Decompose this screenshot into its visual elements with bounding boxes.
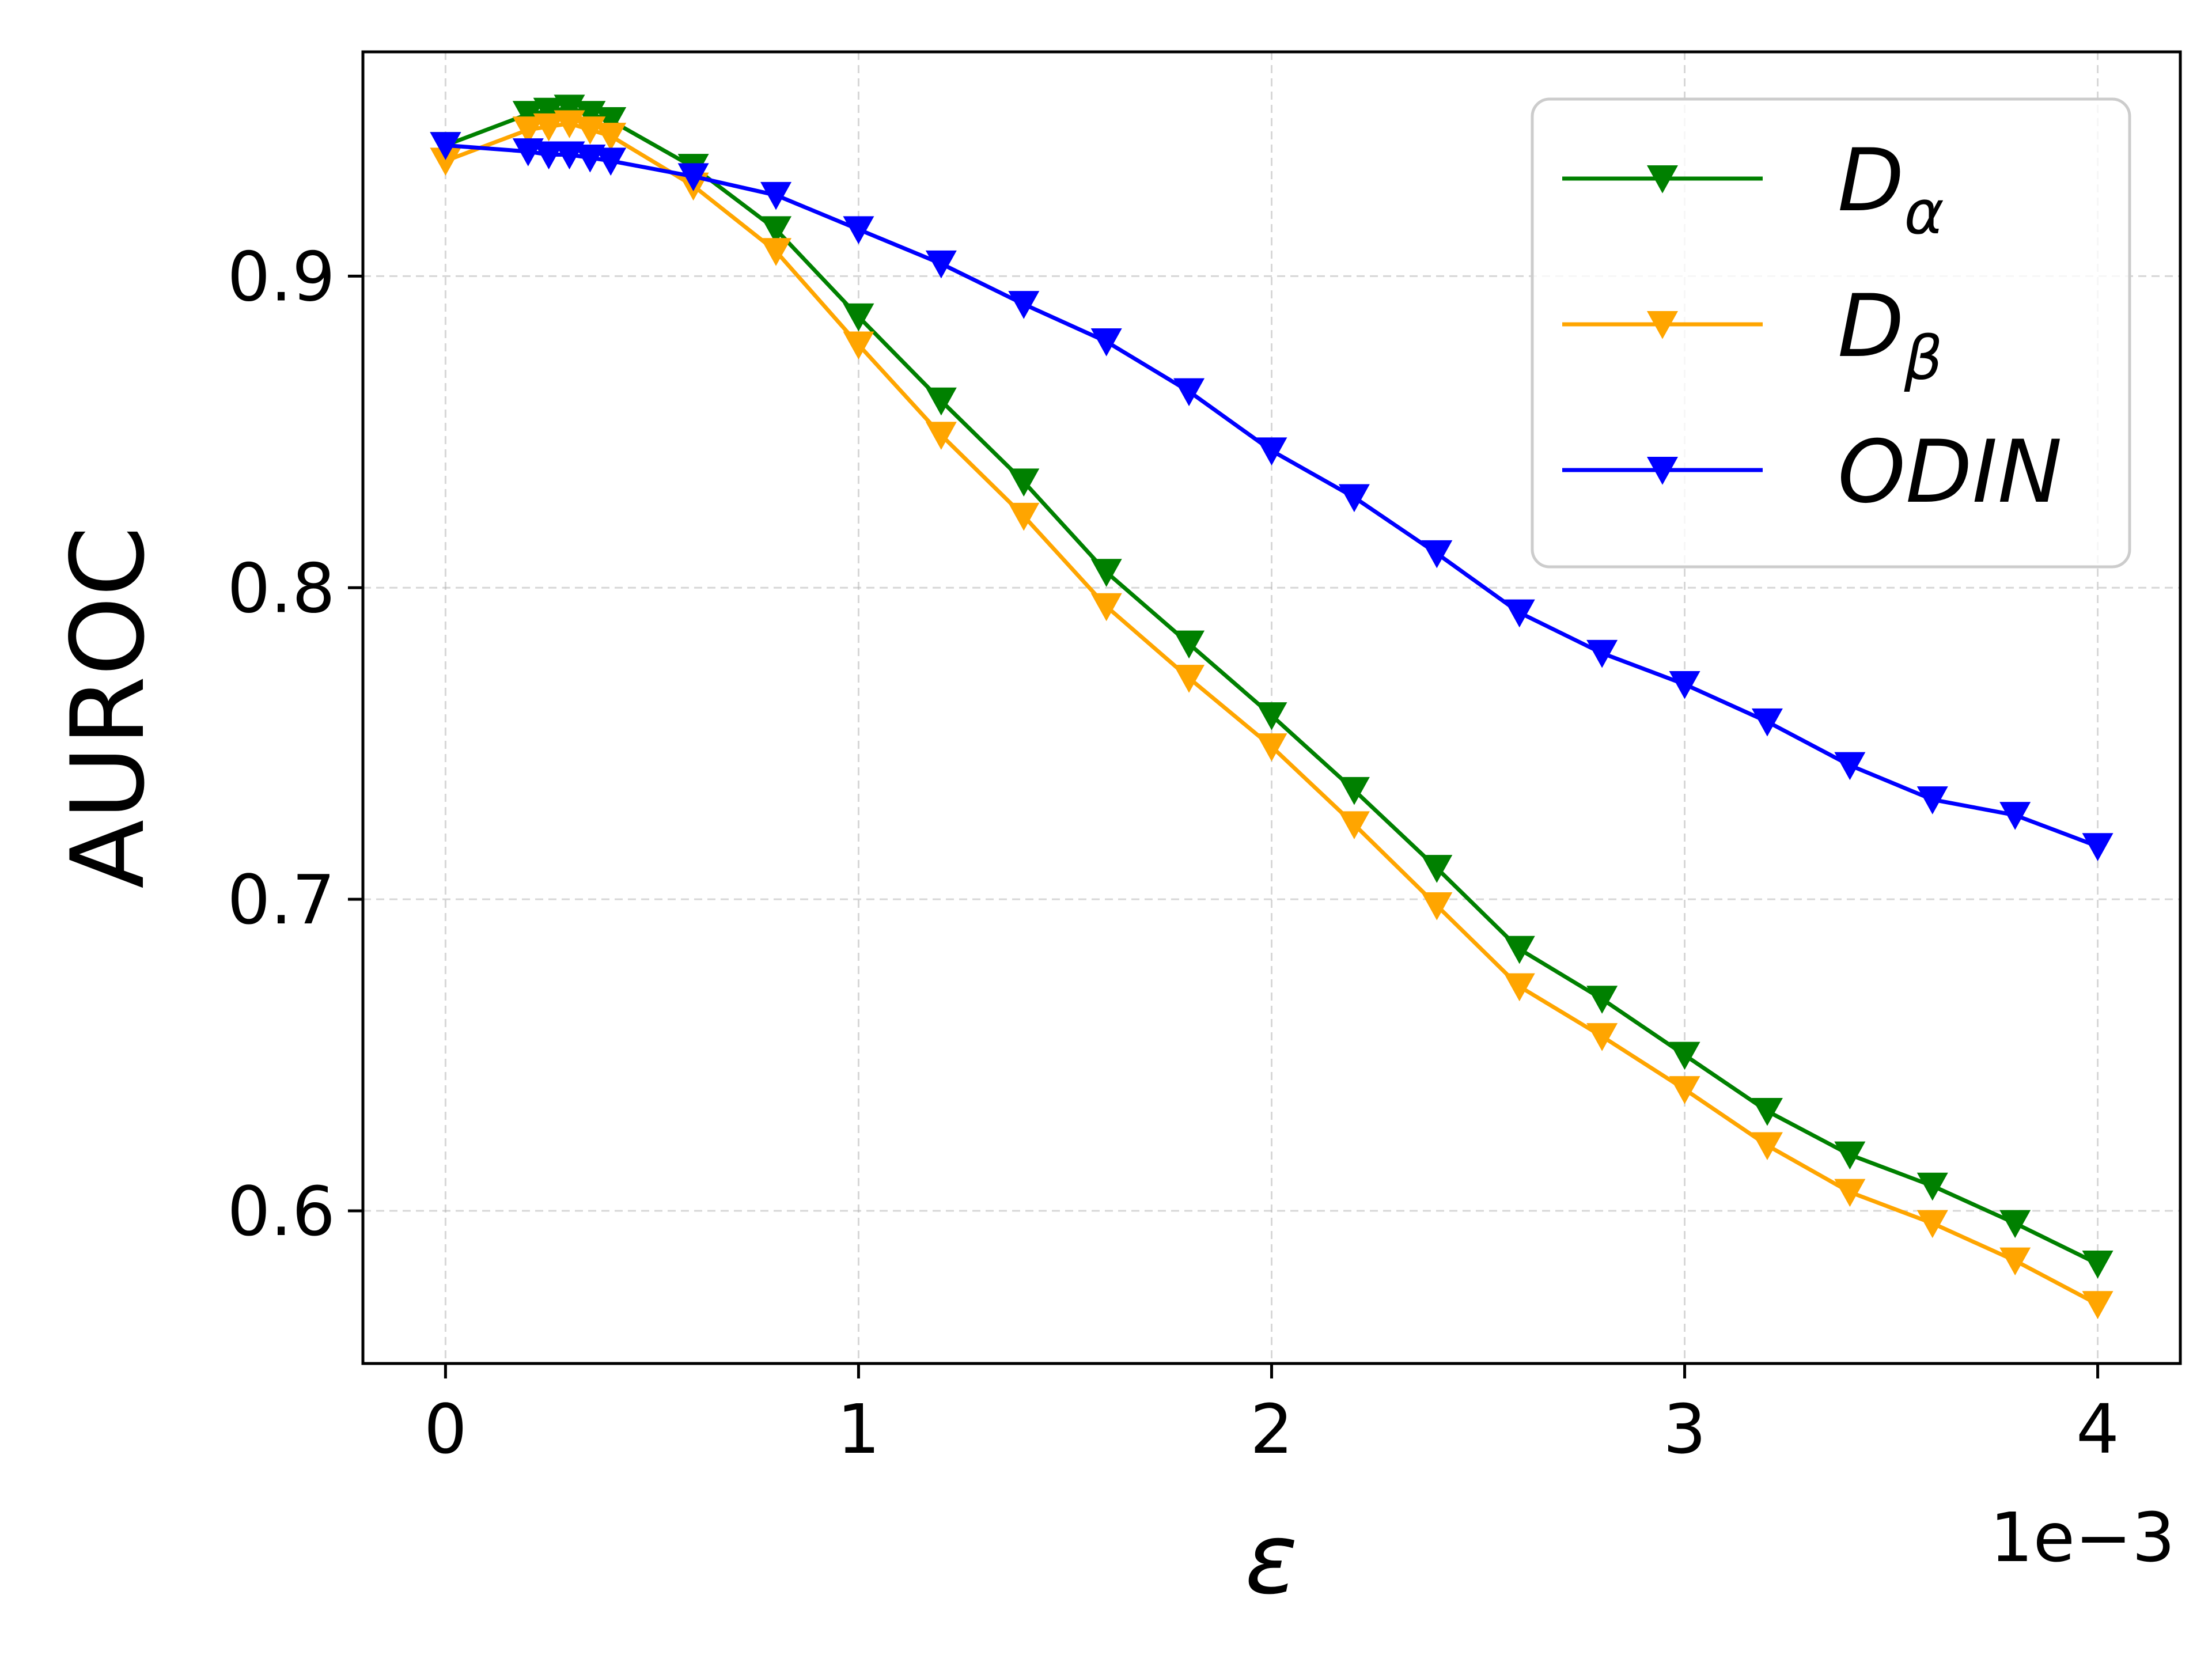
data-point	[1503, 973, 1535, 1002]
y-tick-label: 0.7	[227, 860, 335, 940]
data-point	[1834, 752, 1866, 781]
x-tick-label: 4	[2076, 1389, 2119, 1469]
data-point	[595, 123, 627, 151]
data-point	[1834, 1141, 1866, 1170]
data-point	[430, 132, 461, 160]
data-point	[1669, 1041, 1700, 1070]
data-point	[1586, 639, 1618, 668]
data-point	[925, 422, 957, 450]
data-point	[1503, 599, 1535, 628]
legend-label: ODIN	[1838, 422, 2062, 522]
data-point	[512, 101, 544, 129]
data-point	[1256, 733, 1287, 762]
data-point	[925, 250, 957, 279]
data-point	[1751, 1132, 1783, 1161]
data-point	[925, 387, 957, 416]
legend-marker	[1647, 457, 1678, 485]
data-point	[1008, 291, 1040, 319]
y-tick-label: 0.9	[227, 237, 335, 316]
data-point	[760, 216, 792, 244]
data-point	[1338, 484, 1370, 513]
data-point	[1090, 328, 1122, 357]
data-point	[760, 181, 792, 210]
y-axis-title: AUROC	[50, 526, 167, 888]
data-point	[1669, 671, 1700, 699]
data-point	[1421, 855, 1453, 883]
data-point	[1916, 786, 1948, 815]
data-point	[1999, 1210, 2031, 1238]
data-point	[595, 107, 627, 135]
data-point	[1008, 468, 1040, 497]
data-point	[1256, 702, 1287, 730]
data-point	[430, 147, 461, 176]
data-point	[2082, 833, 2113, 861]
y-tick-label: 0.8	[227, 548, 335, 628]
data-point	[1669, 1076, 1700, 1104]
data-point	[595, 147, 627, 176]
legend-label: Dα	[1838, 131, 1944, 248]
legend-marker	[1647, 165, 1678, 194]
legend-marker	[1647, 311, 1678, 339]
data-point	[843, 331, 874, 360]
data-point	[2082, 1291, 2113, 1319]
legend-label-subscript: β	[1904, 323, 1943, 393]
data-point	[843, 303, 874, 332]
series-layer	[430, 94, 2113, 1319]
x-tick-label: 3	[1663, 1389, 1706, 1469]
data-point	[1421, 540, 1453, 569]
data-point	[1751, 708, 1783, 737]
data-point	[1338, 777, 1370, 805]
data-point	[1256, 437, 1287, 465]
data-point	[533, 141, 565, 170]
data-point	[677, 163, 709, 191]
x-tick-label: 0	[424, 1389, 467, 1469]
x-offset-label: 1e−3	[1990, 1498, 2175, 1577]
data-point	[1503, 935, 1535, 964]
data-point	[760, 238, 792, 266]
data-point	[1834, 1179, 1866, 1207]
data-point	[533, 113, 565, 142]
x-axis-title: ε	[1245, 1502, 1298, 1616]
data-point	[1173, 378, 1205, 407]
legend-frame	[1531, 97, 2131, 569]
data-point	[1586, 1023, 1618, 1051]
data-point	[1916, 1172, 1948, 1201]
data-point	[1999, 802, 2031, 830]
data-point	[1421, 892, 1453, 921]
data-point	[1008, 502, 1040, 531]
data-point	[1173, 630, 1205, 659]
data-point	[1916, 1210, 1948, 1238]
data-point	[843, 216, 874, 244]
data-point	[1751, 1097, 1783, 1126]
data-point	[2082, 1250, 2113, 1279]
data-point	[1338, 811, 1370, 839]
y-tick-label: 0.6	[227, 1172, 335, 1251]
x-tick-label: 2	[1250, 1389, 1293, 1469]
axes: 0 1 2 3 4 0.6 0.7 0.8 0.9	[227, 237, 2119, 1469]
data-point	[1999, 1247, 2031, 1276]
data-point	[1090, 559, 1122, 587]
legend: Dα Dβ ODIN	[1531, 97, 2131, 569]
legend-label-subscript: α	[1904, 177, 1944, 248]
data-point	[1090, 593, 1122, 622]
data-point	[512, 116, 544, 145]
data-point	[533, 97, 565, 126]
legend-label: Dβ	[1838, 276, 1943, 393]
data-point	[1173, 665, 1205, 693]
x-tick-label: 1	[837, 1389, 880, 1469]
data-point	[1586, 986, 1618, 1014]
